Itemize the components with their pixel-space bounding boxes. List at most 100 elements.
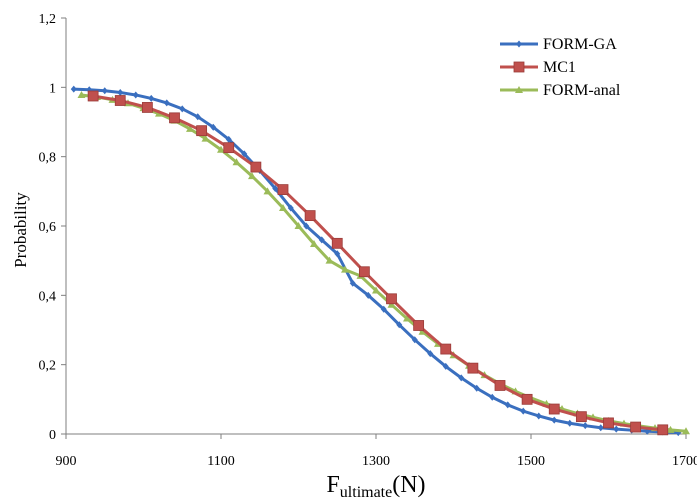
- data-point-form-ga: [179, 105, 186, 113]
- data-point-form-ga: [535, 412, 542, 420]
- data-point-form-ga: [427, 350, 434, 358]
- legend-label-form-ga: FORM-GA: [543, 36, 617, 53]
- data-point-form-ga: [566, 419, 573, 427]
- data-point-form-anal: [310, 240, 318, 248]
- y-tick-label: 0,2: [39, 359, 57, 374]
- data-point-form-ga: [287, 204, 294, 212]
- x-axis-title-unit: (N): [392, 472, 425, 498]
- data-point-form-anal: [403, 314, 411, 322]
- series-line-mc1: [92, 94, 663, 432]
- data-point-form-ga: [442, 362, 449, 370]
- data-point-form-ga: [613, 425, 620, 433]
- data-point-mc1: [413, 320, 425, 331]
- x-axis-title: Fultimate(N): [326, 472, 425, 501]
- series-line-form-ga: [73, 87, 679, 435]
- data-point-mc1: [630, 421, 642, 433]
- data-point-mc1: [277, 184, 289, 196]
- data-point-mc1: [169, 112, 180, 124]
- data-point-form-ga: [241, 150, 248, 158]
- x-axis-title-sub: ultimate: [340, 484, 392, 501]
- data-point-form-anal: [372, 286, 380, 294]
- x-axis-title-main: F: [326, 472, 339, 498]
- data-point-form-anal: [325, 256, 334, 264]
- data-point-mc1: [250, 161, 262, 173]
- data-point-form-ga: [272, 185, 279, 193]
- data-point-form-anal: [248, 172, 256, 180]
- data-point-form-anal: [418, 327, 427, 335]
- data-point-mc1: [331, 237, 343, 249]
- data-point-form-anal: [263, 187, 272, 195]
- data-point-mc1: [521, 393, 533, 405]
- legend-item-mc1: MC1: [500, 59, 576, 76]
- data-point-form-ga: [504, 401, 511, 409]
- data-point-mc1: [114, 95, 126, 106]
- data-point-mc1: [358, 266, 370, 278]
- data-point-form-ga: [597, 424, 604, 432]
- data-point-form-anal: [232, 158, 241, 166]
- data-point-form-anal: [666, 425, 675, 433]
- data-point-form-anal: [186, 124, 194, 132]
- data-point-form-ga: [334, 250, 341, 258]
- data-point-form-ga: [225, 135, 232, 143]
- data-point-form-ga: [582, 422, 589, 430]
- data-point-form-anal: [341, 265, 349, 273]
- data-point-mc1: [575, 411, 587, 423]
- data-point-form-ga: [380, 305, 387, 313]
- data-point-form-ga: [163, 99, 170, 107]
- y-tick-label: 0,8: [39, 151, 57, 166]
- series-form-anal: [77, 90, 690, 435]
- y-tick-label: 0,4: [39, 289, 57, 304]
- plot-area: 0 0,2 0,4 0,6 0,8 1 1,2 900 1100 1300 1500 1700: [39, 12, 697, 469]
- legend-marker-form-ga: [516, 40, 522, 48]
- data-point-form-anal: [682, 427, 690, 435]
- data-point-mc1: [196, 125, 208, 137]
- y-tick-label: 1: [49, 81, 56, 96]
- data-point-form-anal: [217, 145, 225, 153]
- data-point-mc1: [603, 417, 614, 429]
- series-line-form-anal: [81, 93, 687, 433]
- data-point-mc1: [223, 142, 235, 154]
- data-point-form-ga: [458, 374, 465, 382]
- x-tick-label: 1700: [672, 454, 697, 469]
- y-tick-label: 0: [49, 428, 56, 443]
- x-tick-label: 1300: [362, 454, 390, 469]
- data-point-mc1: [494, 380, 506, 391]
- series-form-ga: [70, 85, 682, 437]
- legend-marker-form-anal: [515, 86, 523, 93]
- x-tick-label: 1500: [517, 454, 545, 469]
- data-point-form-ga: [473, 384, 480, 392]
- y-axis-title: Probability: [11, 192, 30, 268]
- x-tick-label: 900: [56, 454, 77, 469]
- legend-item-form-ga: FORM-GA: [500, 36, 617, 53]
- y-tick-label: 0,6: [39, 220, 57, 235]
- data-point-form-anal: [294, 222, 303, 229]
- data-point-form-ga: [101, 87, 108, 95]
- series-layer: [70, 85, 690, 437]
- legend-label-mc1: MC1: [543, 59, 576, 76]
- data-point-form-ga: [210, 123, 217, 131]
- data-point-form-ga: [520, 407, 527, 415]
- y-tick-label: 1,2: [39, 12, 57, 27]
- data-point-form-ga: [117, 89, 124, 97]
- y-axis-ticks: 0 0,2 0,4 0,6 0,8 1 1,2: [39, 12, 66, 443]
- data-point-mc1: [440, 343, 452, 355]
- data-point-form-ga: [318, 236, 325, 244]
- data-point-form-anal: [279, 203, 287, 211]
- data-point-form-ga: [365, 291, 372, 299]
- legend: FORM-GA MC1 FORM-anal: [500, 36, 621, 99]
- data-point-mc1: [467, 362, 479, 374]
- data-point-form-ga: [396, 321, 403, 329]
- data-point-form-anal: [77, 90, 86, 98]
- data-point-form-anal: [201, 134, 210, 142]
- data-point-mc1: [548, 403, 560, 415]
- data-point-mc1: [87, 90, 99, 102]
- data-point-form-ga: [70, 85, 77, 93]
- data-point-form-ga: [194, 113, 201, 121]
- data-point-form-ga: [349, 279, 356, 287]
- data-point-form-ga: [411, 336, 418, 344]
- data-point-form-ga: [132, 91, 139, 99]
- data-point-mc1: [304, 210, 316, 222]
- legend-marker-mc1: [513, 61, 525, 73]
- series-mc1: [87, 90, 669, 436]
